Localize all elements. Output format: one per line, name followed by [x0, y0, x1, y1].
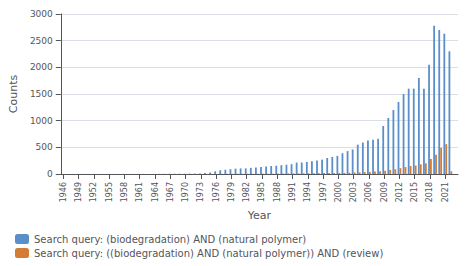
svg-text:1982: 1982	[242, 182, 251, 202]
svg-text:1500: 1500	[30, 89, 53, 99]
svg-text:1000: 1000	[30, 116, 53, 126]
svg-text:3000: 3000	[30, 9, 53, 19]
svg-text:1997: 1997	[319, 182, 328, 202]
svg-text:0: 0	[47, 169, 53, 179]
svg-text:Counts: Counts	[7, 75, 20, 114]
svg-text:2015: 2015	[410, 182, 419, 202]
svg-text:2003: 2003	[349, 182, 358, 202]
svg-text:Year: Year	[247, 209, 272, 222]
svg-text:1994: 1994	[303, 182, 312, 202]
svg-text:2000: 2000	[30, 62, 53, 72]
svg-text:2006: 2006	[364, 182, 373, 202]
svg-text:2012: 2012	[395, 182, 404, 202]
svg-text:1991: 1991	[288, 182, 297, 202]
svg-text:1967: 1967	[166, 182, 175, 202]
svg-text:Search query: ((biodegradation: Search query: ((biodegradation) AND (nat…	[34, 248, 383, 259]
svg-text:1973: 1973	[196, 182, 205, 202]
svg-text:1949: 1949	[74, 182, 83, 202]
svg-text:1976: 1976	[212, 182, 221, 202]
svg-text:1958: 1958	[120, 182, 129, 202]
svg-text:2009: 2009	[380, 182, 389, 202]
svg-text:1985: 1985	[257, 182, 266, 202]
svg-text:1964: 1964	[151, 182, 160, 202]
svg-text:2021: 2021	[441, 182, 450, 202]
svg-text:2500: 2500	[30, 36, 53, 46]
svg-text:2000: 2000	[334, 182, 343, 202]
svg-text:Search query: (biodegradation): Search query: (biodegradation) AND (natu…	[34, 234, 306, 245]
svg-text:2018: 2018	[425, 182, 434, 202]
svg-text:1952: 1952	[89, 182, 98, 202]
svg-text:1988: 1988	[273, 182, 282, 202]
svg-text:1955: 1955	[105, 182, 114, 202]
svg-text:1946: 1946	[59, 182, 68, 202]
svg-text:500: 500	[36, 142, 53, 152]
svg-text:1961: 1961	[135, 182, 144, 202]
svg-text:1979: 1979	[227, 182, 236, 202]
svg-text:1970: 1970	[181, 182, 190, 202]
